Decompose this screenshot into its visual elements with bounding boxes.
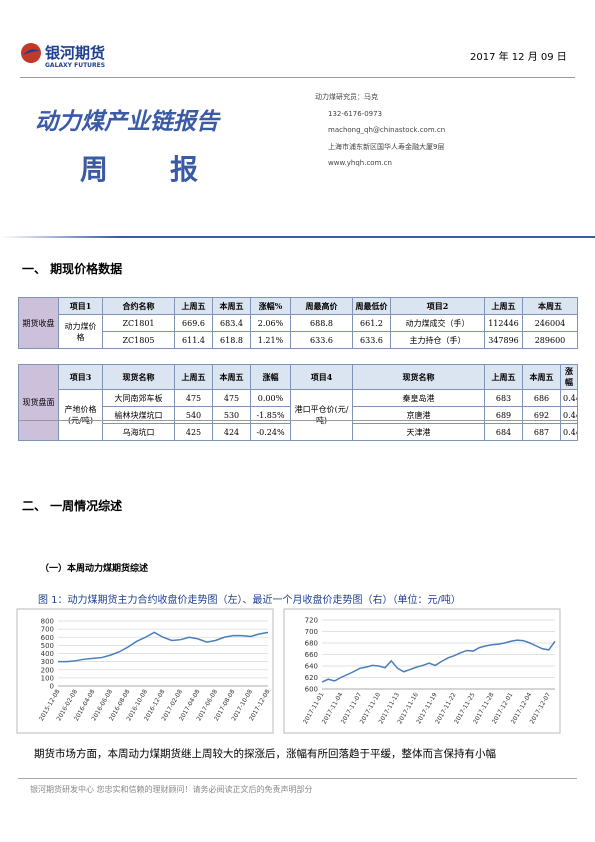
table-cell: 项目2 <box>390 297 485 315</box>
y-tick-label: 600 <box>41 634 54 642</box>
subsection-heading: （一）本周动力煤期货综述 <box>40 564 149 574</box>
table-cell: 上周五 <box>484 297 523 315</box>
line-series <box>321 639 556 683</box>
futures-table: 期货收盘 项目1 合约名称 上周五 本周五 涨幅% 周最高价 周最低价 项目2 上周五 本周五 动力煤… <box>18 297 578 349</box>
table-cell: 上周五 <box>174 364 213 390</box>
table-cell: 633.6 <box>352 331 391 349</box>
table-row: ZC1805 611.4 618.8 1.21% 633.6 633.6 主力持仓（手） 34… <box>19 331 578 349</box>
table-cell: 0.44% <box>560 423 578 441</box>
date: 2017 年 12 月 09 日 <box>470 52 567 63</box>
figure-caption: 图 1：动力煤期货主力合约收盘价走势图（左）、最近一个月收盘价走势图（右）（单位… <box>38 595 461 606</box>
table-cell: 424 <box>212 423 251 441</box>
spot-table: 现货盘面 项目3 现货名称 上周五 本周五 涨幅 项目4 现货名称 上周五 本周五 涨幅 产地价格(元… <box>18 364 578 441</box>
table-cell: 1.21% <box>250 331 291 349</box>
table-cell: 天津港 <box>352 423 485 441</box>
rule <box>18 420 577 421</box>
y-tick-label: 400 <box>41 650 54 658</box>
y-tick-label: 200 <box>41 666 54 674</box>
logo-icon <box>21 43 41 63</box>
table-cell: -0.24% <box>250 423 291 441</box>
table-cell: 周最低价 <box>352 297 391 315</box>
y-tick-label: 0 <box>50 683 54 691</box>
y-tick-label: 800 <box>41 618 54 626</box>
table-cell: 本周五 <box>212 297 251 315</box>
table-row: 期货收盘 项目1 合约名称 上周五 本周五 涨幅% 周最高价 周最低价 项目2 上周五 本周五 <box>18 297 578 349</box>
logo: 银河期货 <box>45 44 106 62</box>
table-cell: 涨幅 <box>560 364 578 390</box>
table-cell: 项目3 <box>58 364 103 390</box>
rule <box>18 778 577 779</box>
section-heading: 二、 一周情况综述 <box>22 499 123 513</box>
subtitle: 周 <box>80 153 109 186</box>
y-tick-label: 600 <box>305 686 318 694</box>
line-series <box>58 631 269 663</box>
table-cell: 289600 <box>522 331 578 349</box>
y-tick-label: 720 <box>305 617 318 625</box>
table-cell: 425 <box>174 423 213 441</box>
paragraph: 期货市场方面，本周动力煤期货继上周较大的探涨后，涨幅有所回落趋于平缓，整体而言保… <box>34 748 496 760</box>
contact: 动力煤研究员：马克 <box>315 93 378 101</box>
section-heading: 一、 期现价格数据 <box>22 262 123 276</box>
table-cell: 现货名称 <box>102 364 175 390</box>
y-tick-label: 640 <box>305 663 318 671</box>
y-tick-label: 700 <box>305 628 318 636</box>
y-tick-label: 660 <box>305 651 318 659</box>
y-tick-label: 100 <box>41 674 54 682</box>
table-cell: 本周五 <box>522 364 561 390</box>
table-cell: 项目1 <box>58 297 103 315</box>
y-tick-label: 500 <box>41 642 54 650</box>
subtitle: 报 <box>170 153 199 186</box>
table-cell: 动力煤价格 <box>58 314 103 349</box>
contact: machong_qh@chinastock.com.cn <box>328 126 446 134</box>
table-cell: 期货收盘 <box>18 297 59 349</box>
y-tick-label: 680 <box>305 640 318 648</box>
rule <box>20 77 575 78</box>
contact: 132-6176-0973 <box>328 110 383 118</box>
table-row: 动力煤价格 ZC1801 669.6 683.4 2.06% 688.8 661.2 动力煤成… <box>19 314 578 349</box>
y-tick-label: 700 <box>41 626 54 634</box>
table-cell: 611.4 <box>174 331 213 349</box>
y-tick-label: 300 <box>41 658 54 666</box>
report-title: 动力煤产业链报告 <box>35 108 219 135</box>
table-cell: 周最高价 <box>290 297 353 315</box>
contact: 上海市浦东新区国华人寿金融大厦9层 <box>328 143 445 151</box>
table-cell: 产地价格(元/吨) <box>58 389 103 441</box>
contact: www.yhqh.com.cn <box>328 159 392 167</box>
chart-frame <box>16 608 274 734</box>
table-row: 产地价格(元/吨) 大同南郊车板 475 475 0.00% 港口平仓价(元/吨) 秦皇岛港… <box>19 389 578 441</box>
table-cell: 687 <box>522 423 561 441</box>
table-cell: 乌海坑口 <box>102 423 175 441</box>
divider <box>0 236 595 238</box>
chart-frame <box>283 608 561 734</box>
logo-en: GALAXY FUTURES <box>45 62 106 69</box>
footer: 银河期货研发中心 您忠实和信赖的理财顾问！请务必阅读正文后的免责声明部分 <box>30 785 313 794</box>
y-tick-label: 620 <box>305 674 318 682</box>
table-cell: 上周五 <box>174 297 213 315</box>
